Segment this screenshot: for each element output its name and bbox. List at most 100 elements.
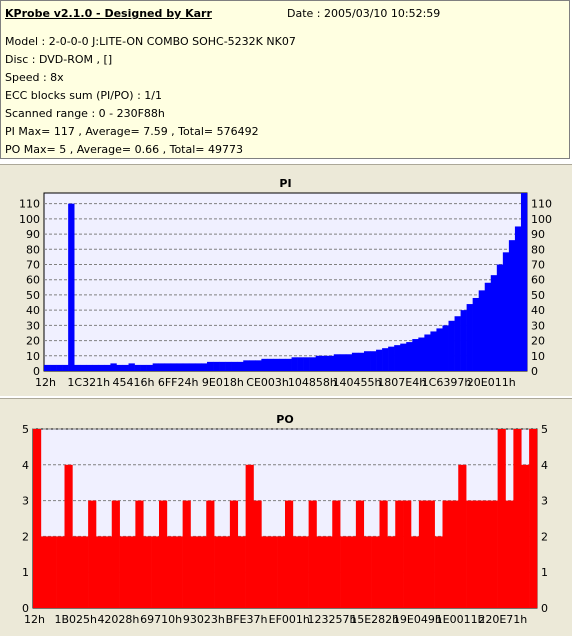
bar [229,500,239,608]
bar [363,351,371,371]
bar [418,500,428,608]
bar [520,193,528,371]
bar [72,536,81,608]
bar [291,357,298,371]
x-tick-label: 93023h [183,613,225,626]
y-tick-label-left: 2 [22,530,29,543]
bar [176,363,184,371]
y-tick-label-left: 1 [22,566,29,579]
bar [134,364,141,371]
bar [357,352,365,371]
bar [394,345,401,371]
y-tick-label-left: 30 [26,319,40,332]
bar [454,316,461,371]
x-tick-label: CE003h [246,376,289,389]
bar [80,364,87,371]
bar [182,363,190,371]
bar [412,339,419,371]
bar [127,536,136,608]
bar [110,363,117,371]
bar [300,536,309,608]
bar [379,500,388,608]
bar [348,536,357,608]
bar [508,240,516,371]
bar [481,500,491,608]
bar [219,361,226,371]
bar [88,500,97,608]
bar [194,363,202,371]
bar [255,360,262,371]
bar [56,536,65,608]
info-pi-stats: PI Max= 117 , Average= 7.59 , Total= 576… [5,125,259,138]
bar [474,500,483,608]
y-tick-label-left: 0 [33,365,40,378]
y-tick-label-right: 1 [541,566,548,579]
bar [458,464,467,608]
y-tick-label-right: 5 [541,423,548,436]
bar [466,304,473,371]
bar [86,364,93,371]
bar [513,429,522,608]
bar [214,536,223,608]
app-title: KProbe v2.1.0 - Designed by Karr [5,7,212,20]
bar [424,334,431,371]
x-tick-label: 1C321h [67,376,110,389]
bar [279,358,286,371]
bar [277,536,286,608]
bar [333,354,341,371]
y-tick-label-right: 0 [531,365,538,378]
bar [261,358,268,371]
bar [48,536,57,608]
bar [146,364,153,371]
x-tick-label: 19E049h [393,613,442,626]
y-tick-label-left: 80 [26,243,40,256]
bar [68,203,75,371]
bar [355,500,365,608]
x-tick-label: 1807E4h [377,376,426,389]
chart-title: PI [279,177,291,190]
bar [261,536,270,608]
bar [332,500,341,608]
y-tick-label-right: 60 [531,274,545,287]
bar [237,361,244,371]
bar [269,536,278,608]
x-tick-label: 1E0011h [436,613,485,626]
bar [363,536,372,608]
x-tick-label: 1C6397h [422,376,472,389]
bar [303,357,310,371]
bar [388,346,395,371]
y-tick-label-left: 70 [26,259,40,272]
y-tick-label-left: 5 [22,423,29,436]
bar [50,364,57,371]
bar [316,536,325,608]
bar [231,361,238,371]
bar [442,325,449,371]
y-tick-label-left: 60 [26,274,40,287]
info-model: Model : 2-0-0-0 J:LITE-ON COMBO SOHC-523… [5,35,296,48]
bar [44,364,51,371]
bar [96,536,105,608]
bar [225,361,232,371]
bar [188,363,196,371]
y-tick-label-left: 90 [26,228,40,241]
bar [478,290,486,371]
info-range: Scanned range : 0 - 230F88h [5,107,165,120]
bar [116,364,123,371]
bar [104,364,111,371]
bar [371,536,380,608]
bar [170,363,178,371]
bar [403,500,412,608]
bar [292,536,302,608]
bar [56,364,63,371]
bar [308,500,317,608]
po-chart: PO 0 0 1 1 2 2 3 3 4 4 5 5 12h 1B025h 42028h 69710h 93023… [22,413,548,626]
bar [505,500,514,608]
bar [309,357,316,371]
y-tick-label-left: 100 [19,213,40,226]
bar [484,282,492,371]
y-tick-label-right: 110 [531,198,552,211]
y-tick-label-right: 70 [531,259,545,272]
bar [128,363,135,371]
bar [267,358,274,371]
bar [496,264,504,371]
